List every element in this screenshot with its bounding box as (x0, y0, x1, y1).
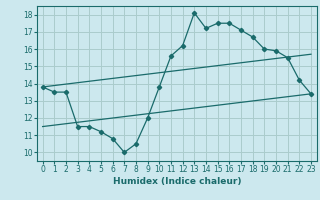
X-axis label: Humidex (Indice chaleur): Humidex (Indice chaleur) (113, 177, 241, 186)
